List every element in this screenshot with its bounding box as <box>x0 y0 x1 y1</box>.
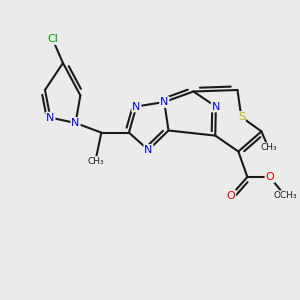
Text: O: O <box>266 172 274 182</box>
Text: N: N <box>212 101 220 112</box>
Text: CH₃: CH₃ <box>87 157 104 166</box>
Text: N: N <box>71 118 80 128</box>
Text: N: N <box>132 101 141 112</box>
Text: N: N <box>144 145 153 155</box>
Text: O: O <box>226 190 235 201</box>
Text: N: N <box>160 97 169 107</box>
Text: CH₃: CH₃ <box>260 143 277 152</box>
Text: N: N <box>46 112 55 123</box>
Text: Cl: Cl <box>47 34 58 44</box>
Text: S: S <box>238 112 245 122</box>
Text: OCH₃: OCH₃ <box>273 191 297 200</box>
